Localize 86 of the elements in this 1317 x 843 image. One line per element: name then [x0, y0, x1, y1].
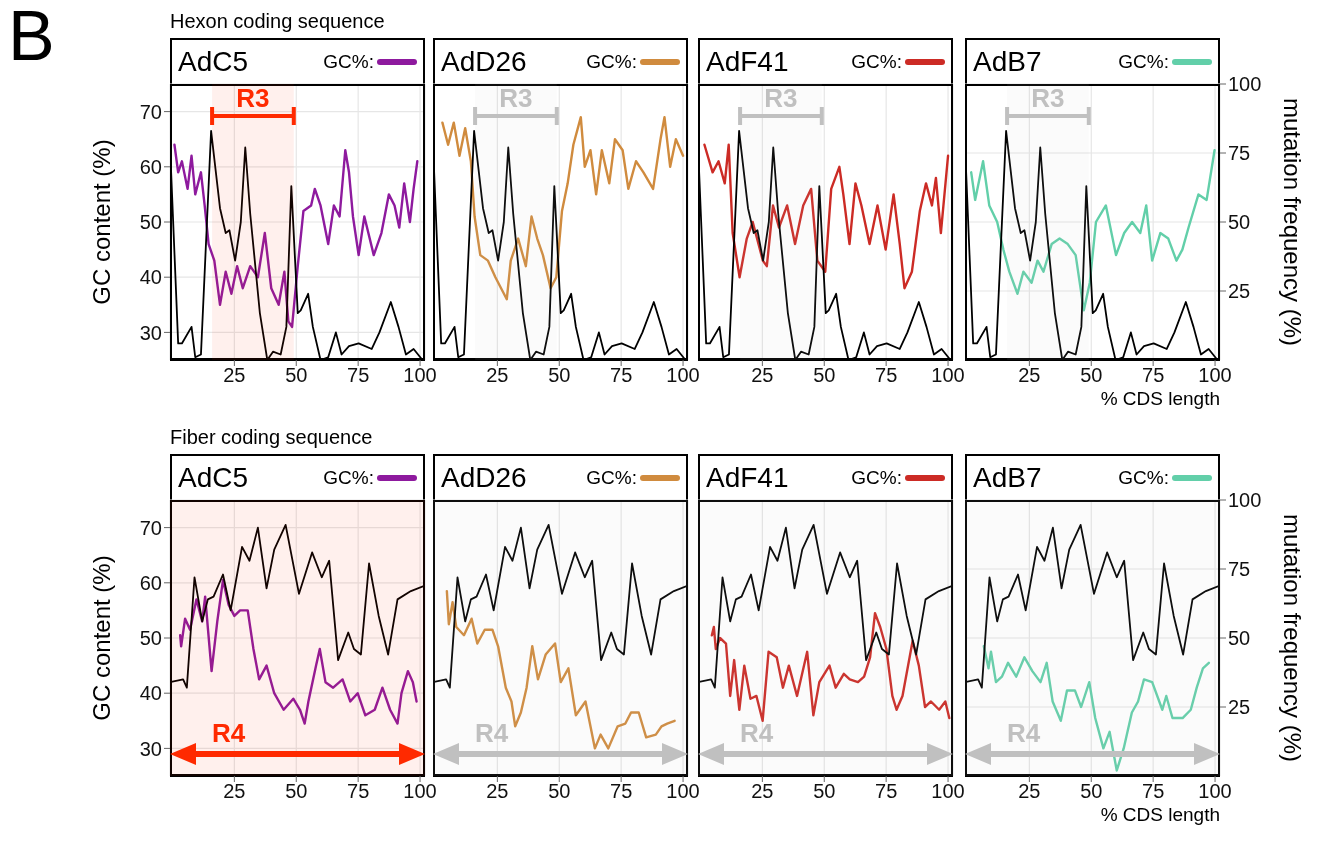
y2-tick-label: 100: [1228, 73, 1262, 96]
x-tick-label: 50: [285, 364, 308, 387]
x-tick-label: 25: [486, 780, 509, 803]
line-series: [965, 523, 1220, 689]
x-tick-label: 75: [347, 780, 370, 803]
y2-tick-label: 75: [1228, 558, 1251, 581]
band-label: R3: [1031, 83, 1065, 113]
y2-tick-label: 75: [1228, 142, 1251, 165]
x-tick-label: 25: [1018, 364, 1041, 387]
x-tick-label: 25: [223, 364, 246, 387]
x-tick-label: 25: [751, 780, 774, 803]
x-tick-label: 100: [403, 780, 437, 803]
legend-label: GC%:: [851, 51, 902, 73]
x-tick-label: 100: [666, 780, 700, 803]
y2-tick-label: 25: [1228, 280, 1251, 303]
y-tick-label: 30: [139, 321, 162, 344]
y-tick-label: 70: [139, 516, 162, 539]
x-tick-label: 50: [285, 780, 308, 803]
band-label: R3: [499, 83, 533, 113]
line-series: [178, 578, 418, 725]
text: B: [8, 0, 55, 76]
y-tick-label: 40: [139, 266, 162, 289]
chart-title: AdD26: [441, 462, 527, 494]
x-axis-title: % CDS length: [1099, 804, 1220, 826]
y-tick-label: 70: [139, 100, 162, 123]
y2-tick-label: 50: [1228, 211, 1251, 234]
y-tick-label: 50: [139, 211, 162, 234]
chart-title: AdB7: [973, 462, 1042, 494]
x-tick-label: 100: [1198, 780, 1232, 803]
legend-label: GC%:: [1118, 51, 1169, 73]
x-tick-label: 25: [486, 364, 509, 387]
legend-label: GC%:: [1118, 467, 1169, 489]
chart-subtitle: Hexon coding sequence: [170, 10, 385, 33]
x-tick-label: 50: [548, 780, 571, 803]
y2-axis-title: mutation frequency (%): [1278, 97, 1306, 347]
band-label: R3: [236, 83, 270, 113]
x-tick-label: 25: [223, 780, 246, 803]
x-tick-label: 100: [931, 364, 965, 387]
x-tick-label: 50: [1080, 780, 1103, 803]
chart-title: AdD26: [441, 46, 527, 78]
legend-label: GC%:: [323, 51, 374, 73]
chart-title: AdB7: [973, 46, 1042, 78]
band-label: R4: [740, 718, 774, 748]
x-tick-label: 75: [1142, 364, 1165, 387]
x-tick-label: 100: [1198, 364, 1232, 387]
x-tick-label: 100: [666, 364, 700, 387]
line-series: [173, 143, 419, 329]
legend-label: GC%:: [586, 467, 637, 489]
x-tick-label: 75: [610, 780, 633, 803]
chart-title: AdC5: [178, 462, 249, 494]
band-label: R4: [212, 718, 246, 748]
x-tick-label: 100: [931, 780, 965, 803]
chart-title: AdF41: [706, 462, 789, 494]
x-axis-title: % CDS length: [1099, 388, 1220, 410]
x-tick-label: 50: [813, 780, 836, 803]
y-tick-label: 30: [139, 737, 162, 760]
chart-title: AdF41: [706, 46, 789, 78]
band-label: R4: [475, 718, 509, 748]
x-tick-label: 50: [548, 364, 571, 387]
y2-tick-label: 100: [1228, 489, 1262, 512]
y2-axis-title: mutation frequency (%): [1278, 513, 1306, 763]
legend-label: GC%:: [851, 467, 902, 489]
x-tick-label: 25: [1018, 780, 1041, 803]
x-tick-label: 25: [751, 364, 774, 387]
x-tick-label: 50: [813, 364, 836, 387]
x-tick-label: 75: [610, 364, 633, 387]
y-tick-label: 60: [139, 571, 162, 594]
x-tick-label: 75: [1142, 780, 1165, 803]
y-axis-title: GC content (%): [88, 555, 116, 721]
band-label: R3: [764, 83, 798, 113]
y-tick-label: 40: [139, 682, 162, 705]
x-tick-label: 100: [403, 364, 437, 387]
chart-title: AdC5: [178, 46, 249, 78]
legend-label: GC%:: [586, 51, 637, 73]
y2-tick-label: 25: [1228, 696, 1251, 719]
y-tick-label: 50: [139, 627, 162, 650]
y-axis-title: GC content (%): [88, 139, 116, 305]
x-tick-label: 50: [1080, 364, 1103, 387]
band-label: R4: [1007, 718, 1041, 748]
x-tick-label: 75: [875, 780, 898, 803]
x-tick-label: 75: [347, 364, 370, 387]
legend-label: GC%:: [323, 467, 374, 489]
y-tick-label: 60: [139, 155, 162, 178]
x-tick-label: 75: [875, 364, 898, 387]
y2-tick-label: 50: [1228, 627, 1251, 650]
chart-subtitle: Fiber coding sequence: [170, 426, 373, 449]
